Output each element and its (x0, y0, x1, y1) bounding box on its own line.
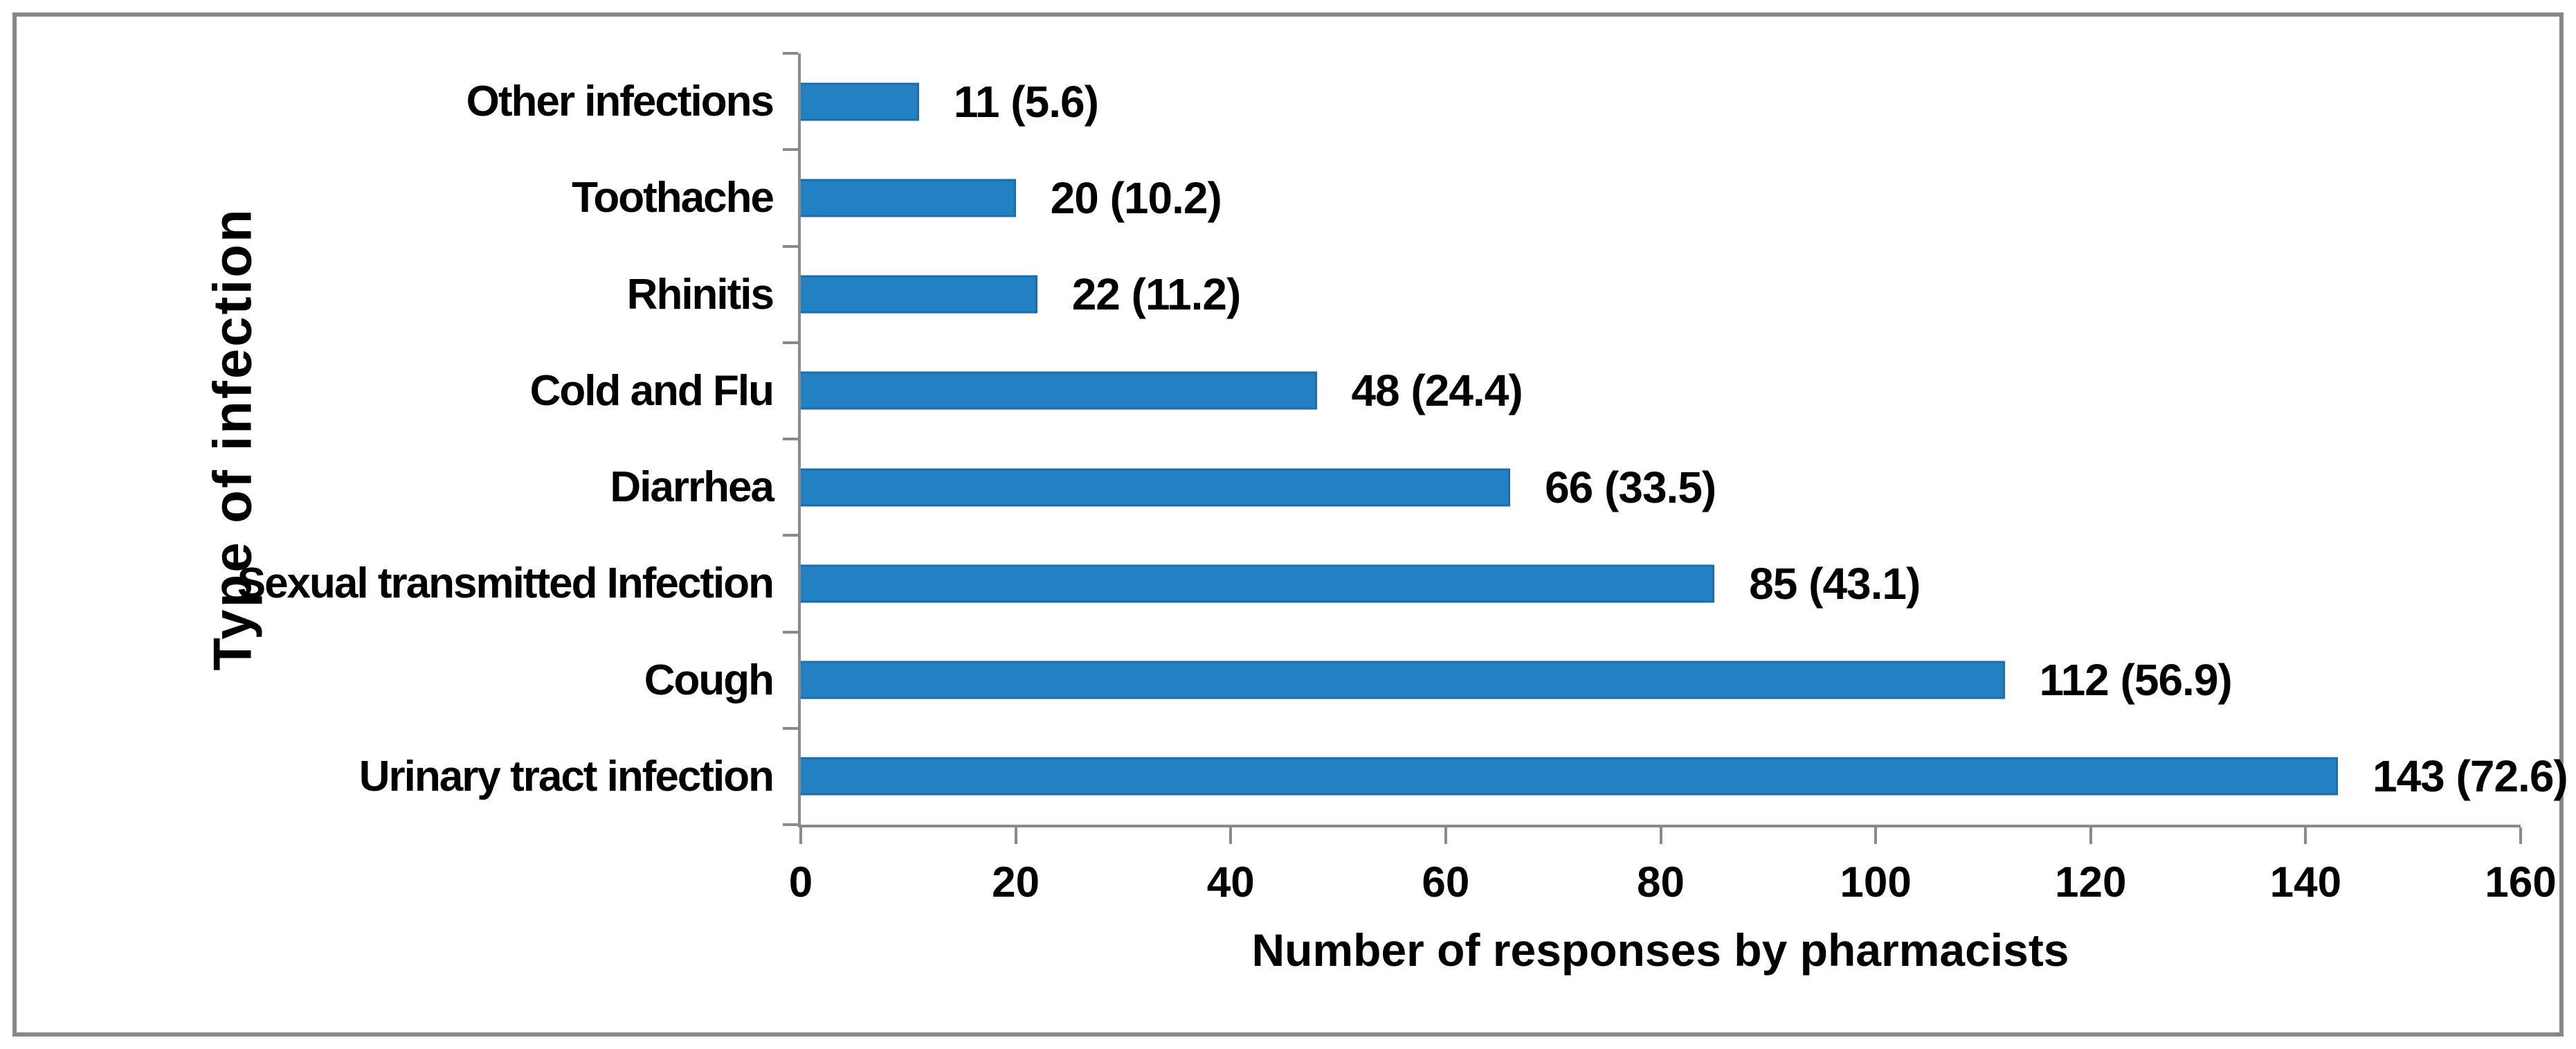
tick-mark (1659, 827, 1662, 844)
y-axis-tick-mark (783, 438, 798, 440)
bar-row: 143 (72.6) (801, 728, 2568, 825)
plot-area: 11 (5.6) 20 (10.2) 22 (11.2) 48 (24.4) 6… (783, 52, 2568, 906)
category-label: Diarrhea (610, 463, 774, 512)
y-axis-tick-mark (783, 148, 798, 152)
bar-value-label: 143 (72.6) (2372, 751, 2568, 802)
chart-figure-frame: Other infections Toothache Rhinitis Cold… (12, 12, 2568, 1037)
tick-label: 0 (788, 859, 813, 906)
y-axis-line (798, 53, 801, 827)
y-axis-tick-mark (783, 823, 798, 826)
bar-value-label: 112 (56.9) (2039, 655, 2233, 706)
bar (801, 179, 1016, 217)
category-label: Cough (644, 656, 774, 704)
tick-label: 120 (2055, 859, 2127, 906)
tick-mark (2089, 827, 2092, 844)
bar (801, 564, 1715, 603)
category-label: Cold and Flu (529, 366, 774, 415)
y-axis-title: Type of infection (201, 207, 263, 671)
x-axis-line (798, 825, 2521, 827)
bar-row: 20 (10.2) (801, 150, 2521, 246)
tick-label: 80 (1637, 859, 1685, 906)
y-axis-tick-mark (783, 630, 798, 634)
y-axis-tick-mark (783, 726, 798, 730)
bar (801, 371, 1317, 410)
bar (801, 757, 2338, 796)
category-label: Rhinitis (626, 270, 774, 319)
tick-label: 100 (1840, 859, 1912, 906)
tick-label: 20 (992, 859, 1040, 906)
tick-label: 140 (2269, 859, 2342, 906)
category-label: Toothache (572, 174, 774, 222)
y-axis-tick-mark (783, 244, 798, 248)
bar-row: 48 (24.4) (801, 343, 2521, 439)
tick-mark (2519, 827, 2522, 844)
bar (801, 275, 1037, 314)
x-axis-title: Number of responses by pharmacists (1251, 924, 2069, 976)
bar-value-label: 85 (43.1) (1749, 558, 1921, 609)
category-axis-labels: Other infections Toothache Rhinitis Cold… (17, 53, 774, 825)
tick-mark (1874, 827, 1878, 844)
bar-value-label: 11 (5.6) (953, 76, 1099, 127)
bar-value-label: 22 (11.2) (1071, 269, 1242, 320)
tick-mark (799, 827, 802, 844)
tick-mark (1014, 827, 1017, 844)
tick-label: 160 (2485, 859, 2557, 906)
bar (801, 661, 2005, 699)
bar-value-label: 20 (10.2) (1050, 172, 1222, 223)
category-label: Urinary tract infection (359, 752, 774, 800)
bar (801, 82, 919, 121)
tick-mark (1444, 827, 1447, 844)
category-label: Other infections (466, 78, 774, 126)
bar-row: 66 (33.5) (801, 439, 2521, 535)
bar (801, 468, 1511, 507)
tick-mark (1229, 827, 1233, 844)
bar-value-label: 66 (33.5) (1545, 462, 1716, 512)
bar-row: 85 (43.1) (801, 535, 2521, 631)
y-axis-tick-mark (783, 341, 798, 344)
bar-row: 22 (11.2) (801, 246, 2521, 343)
bar-row: 11 (5.6) (801, 53, 2521, 150)
category-label: Sexual transmitted Infection (237, 559, 774, 608)
bar-value-label: 48 (24.4) (1351, 366, 1523, 416)
tick-mark (2304, 827, 2307, 844)
tick-label: 60 (1422, 859, 1470, 906)
y-axis-tick-mark (783, 534, 798, 537)
y-axis-tick-mark (783, 52, 798, 55)
tick-label: 40 (1206, 859, 1255, 906)
bars-container: 11 (5.6) 20 (10.2) 22 (11.2) 48 (24.4) 6… (801, 53, 2568, 825)
bar-row: 112 (56.9) (801, 632, 2521, 728)
